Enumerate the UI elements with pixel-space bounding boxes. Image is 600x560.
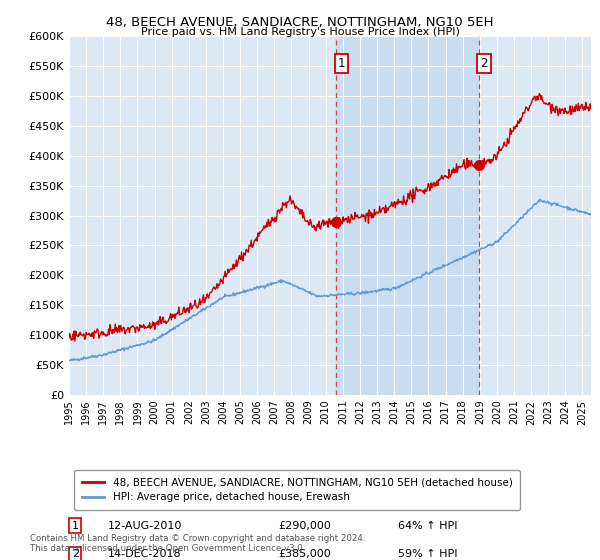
- Text: 2: 2: [72, 549, 79, 559]
- Legend: 48, BEECH AVENUE, SANDIACRE, NOTTINGHAM, NG10 5EH (detached house), HPI: Average: 48, BEECH AVENUE, SANDIACRE, NOTTINGHAM,…: [74, 470, 520, 510]
- Text: 64% ↑ HPI: 64% ↑ HPI: [398, 521, 457, 531]
- Text: £290,000: £290,000: [278, 521, 331, 531]
- Text: 48, BEECH AVENUE, SANDIACRE, NOTTINGHAM, NG10 5EH: 48, BEECH AVENUE, SANDIACRE, NOTTINGHAM,…: [106, 16, 494, 29]
- Text: £385,000: £385,000: [278, 549, 331, 559]
- Text: Contains HM Land Registry data © Crown copyright and database right 2024.
This d: Contains HM Land Registry data © Crown c…: [30, 534, 365, 553]
- Text: 59% ↑ HPI: 59% ↑ HPI: [398, 549, 457, 559]
- Text: 1: 1: [72, 521, 79, 531]
- Text: 14-DEC-2018: 14-DEC-2018: [108, 549, 182, 559]
- Bar: [336, 36, 479, 395]
- Text: Price paid vs. HM Land Registry's House Price Index (HPI): Price paid vs. HM Land Registry's House …: [140, 27, 460, 37]
- Text: 12-AUG-2010: 12-AUG-2010: [108, 521, 182, 531]
- Text: 1: 1: [338, 57, 345, 70]
- Text: 2: 2: [481, 57, 488, 70]
